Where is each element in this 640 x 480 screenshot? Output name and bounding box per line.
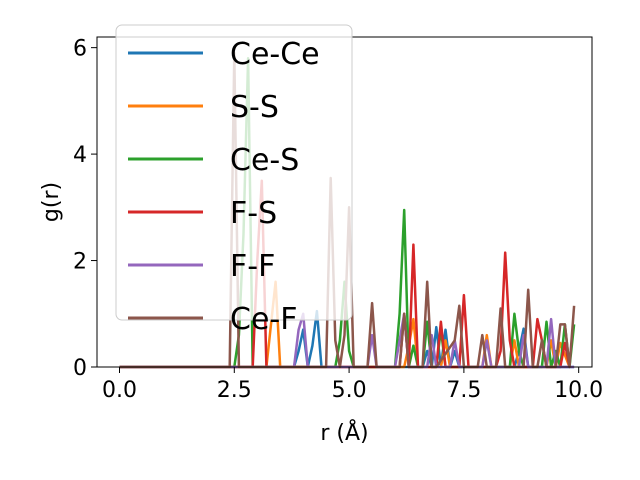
legend-label-ce-f: Ce-F <box>230 302 298 337</box>
y-tick-label: 0 <box>73 356 87 381</box>
legend-box <box>115 24 353 321</box>
x-tick-label: 5.0 <box>332 378 367 403</box>
legend-label-ce-s: Ce-S <box>230 143 299 178</box>
legend-label-s-s: S-S <box>230 90 279 125</box>
legend: Ce-Ce S-S Ce-S F-S F-F Ce-F <box>115 24 353 337</box>
x-tick-label: 2.5 <box>217 378 252 403</box>
y-axis-title: g(r) <box>39 182 64 222</box>
y-tick-label: 2 <box>73 250 87 275</box>
y-axis-ticks: 0 2 4 6 <box>73 37 97 381</box>
x-axis-title: r (Å) <box>320 419 368 446</box>
x-tick-label: 10.0 <box>554 378 603 403</box>
y-tick-label: 4 <box>73 143 87 168</box>
legend-label-f-f: F-F <box>230 249 275 284</box>
y-tick-label: 6 <box>73 37 87 62</box>
legend-label-ce-ce: Ce-Ce <box>230 37 320 72</box>
x-tick-label: 0.0 <box>102 378 137 403</box>
x-axis-ticks: 0.0 2.5 5.0 7.5 10.0 <box>102 367 603 403</box>
legend-label-f-s: F-S <box>230 196 277 231</box>
x-tick-label: 7.5 <box>446 378 481 403</box>
